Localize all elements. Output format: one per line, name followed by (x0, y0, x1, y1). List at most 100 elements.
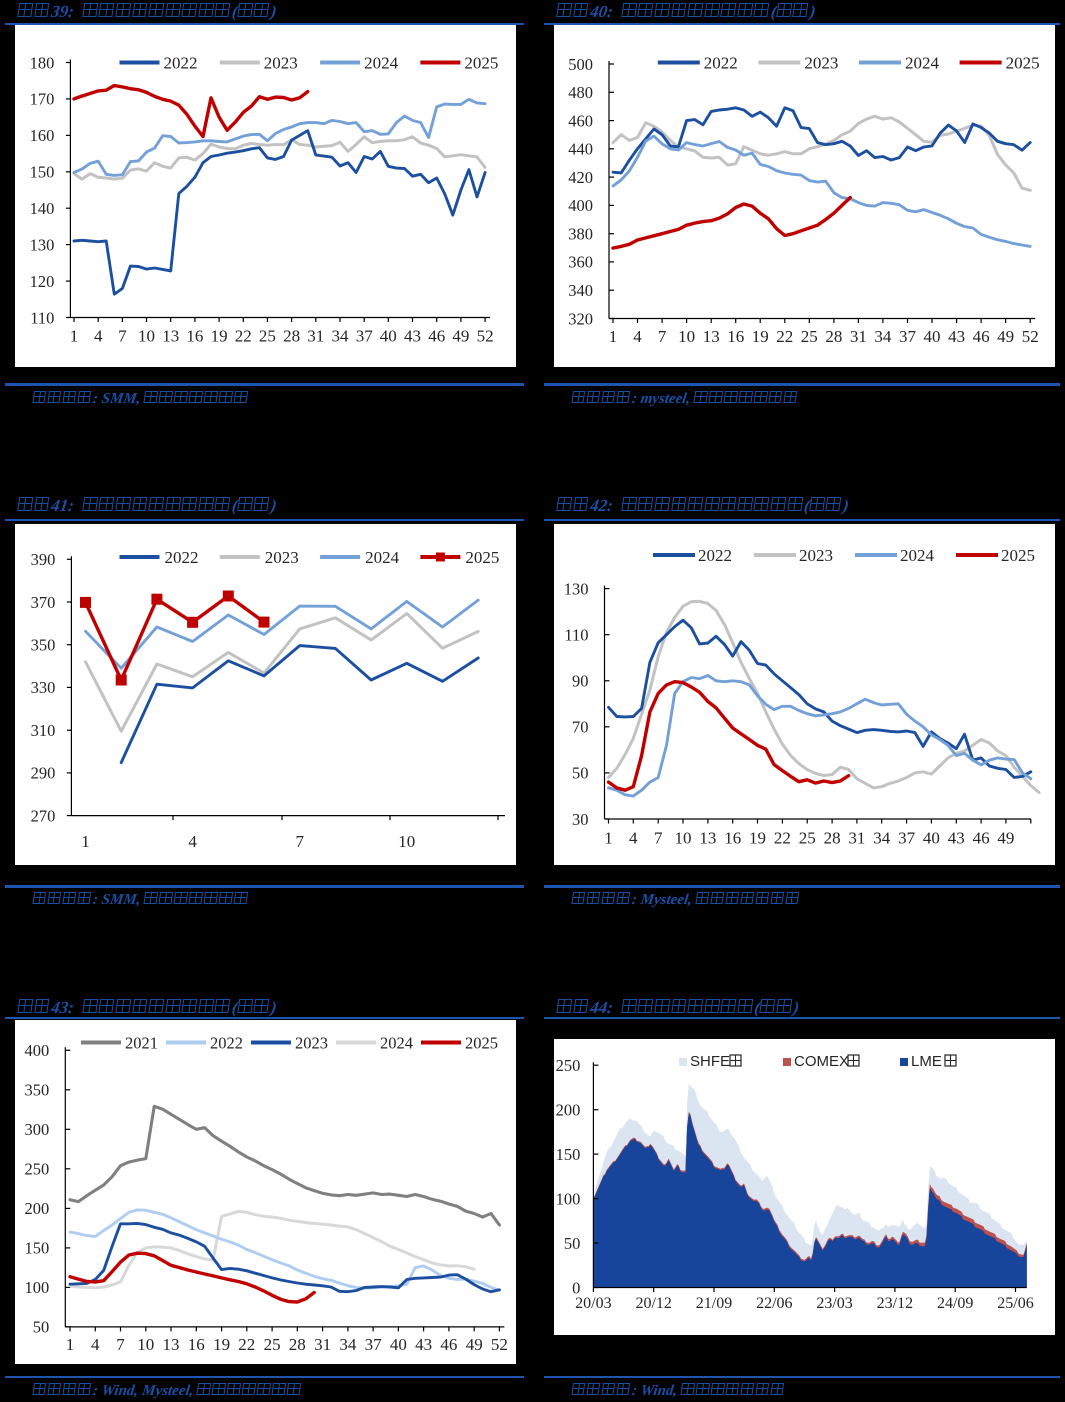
svg-text:49: 49 (466, 1335, 483, 1354)
svg-text:2023: 2023 (265, 548, 299, 567)
svg-text:2022: 2022 (164, 54, 198, 73)
svg-text:2025: 2025 (465, 1033, 498, 1052)
svg-text:100: 100 (556, 1189, 581, 1208)
svg-text:34: 34 (874, 327, 892, 346)
svg-text:50: 50 (564, 1234, 581, 1253)
svg-text:370: 370 (31, 593, 56, 612)
svg-text:25: 25 (799, 829, 816, 848)
svg-text:10: 10 (398, 832, 415, 851)
svg-text:25/06: 25/06 (997, 1295, 1033, 1312)
svg-text:2021: 2021 (125, 1033, 158, 1052)
svg-text:160: 160 (30, 126, 55, 145)
svg-text:16: 16 (724, 829, 741, 848)
svg-text:34: 34 (873, 829, 891, 848)
svg-text:150: 150 (25, 1238, 50, 1257)
svg-text:300: 300 (25, 1120, 50, 1139)
svg-text:10: 10 (137, 1335, 154, 1354)
svg-text:13: 13 (703, 327, 720, 346)
svg-text:23/12: 23/12 (877, 1295, 913, 1312)
svg-text:2023: 2023 (804, 54, 838, 73)
svg-text:52: 52 (477, 327, 494, 346)
svg-text:50: 50 (33, 1317, 50, 1336)
svg-text:13: 13 (163, 1335, 180, 1354)
svg-text:500: 500 (568, 55, 593, 74)
svg-text:310: 310 (31, 721, 56, 740)
svg-text:40: 40 (923, 829, 940, 848)
svg-text:46: 46 (428, 327, 445, 346)
svg-text:22/06: 22/06 (756, 1295, 792, 1312)
svg-text:22: 22 (238, 1335, 255, 1354)
svg-text:13: 13 (162, 327, 179, 346)
svg-text:22: 22 (235, 327, 252, 346)
svg-text:22: 22 (776, 327, 793, 346)
svg-text:46: 46 (440, 1335, 457, 1354)
svg-text:320: 320 (568, 309, 593, 328)
svg-text:50: 50 (572, 764, 589, 783)
svg-text:4: 4 (633, 327, 642, 346)
svg-text:43: 43 (404, 327, 421, 346)
svg-text:10: 10 (678, 327, 695, 346)
svg-text:150: 150 (30, 163, 55, 182)
svg-text:130: 130 (30, 235, 55, 254)
svg-text:22: 22 (774, 829, 791, 848)
svg-text:2022: 2022 (698, 546, 732, 565)
svg-text:0: 0 (572, 1278, 580, 1297)
svg-text:52: 52 (1022, 327, 1039, 346)
svg-text:34: 34 (332, 327, 350, 346)
svg-text:2023: 2023 (295, 1033, 328, 1052)
svg-text:28: 28 (825, 327, 842, 346)
svg-text:390: 390 (31, 550, 56, 569)
svg-text:200: 200 (556, 1101, 581, 1120)
svg-text:43: 43 (948, 829, 965, 848)
svg-text:28: 28 (824, 829, 841, 848)
svg-text:2023: 2023 (264, 54, 298, 73)
svg-text:28: 28 (283, 327, 300, 346)
svg-text:1: 1 (70, 327, 79, 346)
svg-text:290: 290 (31, 764, 56, 783)
svg-text:2024: 2024 (900, 546, 935, 565)
svg-text:4: 4 (188, 832, 197, 851)
svg-text:480: 480 (568, 83, 593, 102)
svg-text:LME: LME (911, 1053, 942, 1070)
svg-text:16: 16 (727, 327, 744, 346)
svg-text:2023: 2023 (799, 546, 833, 565)
svg-text:2025: 2025 (1001, 546, 1035, 565)
svg-text:COMEX: COMEX (794, 1053, 849, 1070)
svg-text:420: 420 (568, 168, 593, 187)
svg-text:2022: 2022 (165, 548, 199, 567)
svg-text:20/03: 20/03 (575, 1295, 611, 1312)
svg-text:30: 30 (572, 810, 589, 829)
svg-text:2025: 2025 (465, 548, 499, 567)
svg-text:350: 350 (25, 1080, 50, 1099)
svg-text:200: 200 (25, 1199, 50, 1218)
svg-text:2025: 2025 (1006, 54, 1040, 73)
svg-text:100: 100 (25, 1278, 50, 1297)
svg-text:49: 49 (452, 327, 469, 346)
svg-text:400: 400 (568, 196, 593, 215)
svg-text:43: 43 (948, 327, 965, 346)
svg-text:19: 19 (749, 829, 766, 848)
svg-text:37: 37 (899, 327, 917, 346)
svg-text:380: 380 (568, 224, 593, 243)
svg-text:40: 40 (380, 327, 397, 346)
svg-text:340: 340 (568, 281, 593, 300)
svg-text:13: 13 (699, 829, 716, 848)
svg-text:23/03: 23/03 (816, 1295, 852, 1312)
svg-text:10: 10 (138, 327, 155, 346)
svg-text:90: 90 (572, 672, 589, 691)
svg-text:7: 7 (654, 829, 663, 848)
svg-text:440: 440 (568, 140, 593, 159)
svg-text:46: 46 (973, 829, 990, 848)
svg-text:1: 1 (81, 832, 90, 851)
svg-text:25: 25 (264, 1335, 281, 1354)
svg-text:120: 120 (30, 272, 55, 291)
svg-text:37: 37 (898, 829, 916, 848)
svg-text:150: 150 (556, 1145, 581, 1164)
svg-text:270: 270 (31, 806, 56, 825)
svg-text:7: 7 (116, 1335, 125, 1354)
svg-text:25: 25 (801, 327, 818, 346)
svg-text:140: 140 (30, 199, 55, 218)
svg-text:170: 170 (30, 90, 55, 109)
svg-text:10: 10 (675, 829, 692, 848)
svg-text:2024: 2024 (905, 54, 940, 73)
